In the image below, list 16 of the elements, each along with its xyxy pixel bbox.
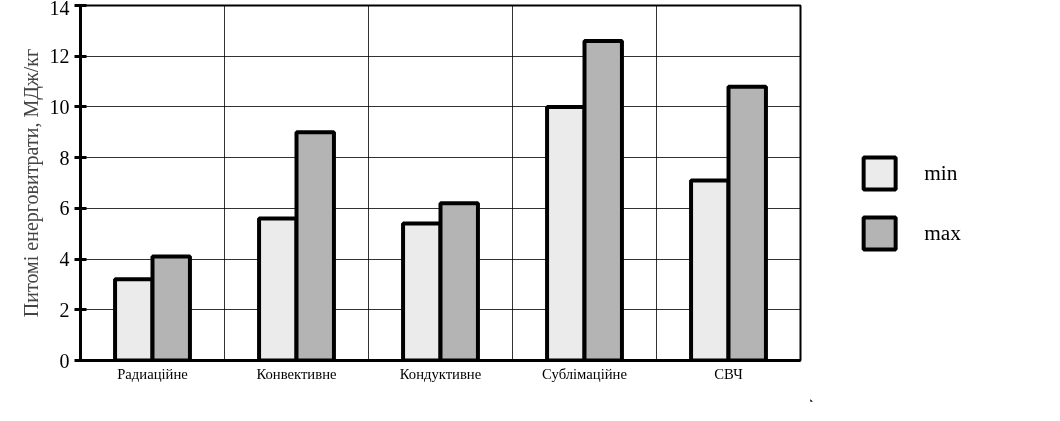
x-tick-label: Кондуктивне [399,365,482,382]
y-tick-label: 10 [49,95,70,118]
x-tick-label: СВЧ [714,365,744,382]
x-tick-label: Сублімаційне [542,365,627,382]
y-tick-label: 12 [49,45,70,68]
x-tick-label: Радиаційне [117,365,188,382]
y-tick-label: 2 [59,298,70,321]
y-tick-label: 4 [59,248,70,271]
x-tick-label: Конвективне [256,365,337,382]
y-tick-label: 0 [59,349,70,372]
y-axis-title: Питомі енерговитрати, МДж/кг [19,48,43,318]
y-tick-label: 8 [59,146,70,169]
y-tick-label: 14 [49,0,70,19]
legend-label: max [924,220,961,246]
y-tick-label: 6 [59,197,70,220]
legend-label: min [924,160,958,186]
